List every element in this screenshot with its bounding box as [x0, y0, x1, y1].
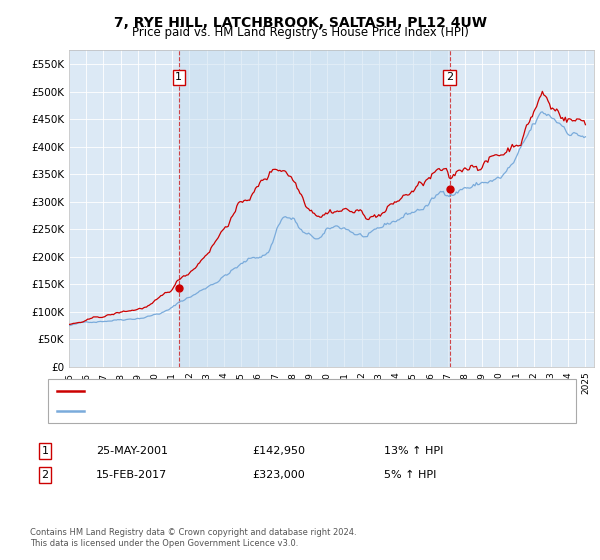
Text: 7, RYE HILL, LATCHBROOK, SALTASH, PL12 4UW (detached house): 7, RYE HILL, LATCHBROOK, SALTASH, PL12 4…: [91, 386, 413, 396]
Text: 1: 1: [41, 446, 49, 456]
Text: 13% ↑ HPI: 13% ↑ HPI: [384, 446, 443, 456]
Text: 5% ↑ HPI: 5% ↑ HPI: [384, 470, 436, 480]
Bar: [179, 50, 450, 367]
Text: 2: 2: [41, 470, 49, 480]
Text: 1: 1: [175, 72, 182, 82]
Text: £142,950: £142,950: [252, 446, 305, 456]
Text: 15-FEB-2017: 15-FEB-2017: [96, 470, 167, 480]
Text: 2: 2: [446, 72, 454, 82]
Text: Price paid vs. HM Land Registry's House Price Index (HPI): Price paid vs. HM Land Registry's House …: [131, 26, 469, 39]
Text: 7, RYE HILL, LATCHBROOK, SALTASH, PL12 4UW: 7, RYE HILL, LATCHBROOK, SALTASH, PL12 4…: [113, 16, 487, 30]
Text: HPI: Average price, detached house, Cornwall: HPI: Average price, detached house, Corn…: [91, 405, 314, 416]
Text: 25-MAY-2001: 25-MAY-2001: [96, 446, 168, 456]
Text: £323,000: £323,000: [252, 470, 305, 480]
Text: Contains HM Land Registry data © Crown copyright and database right 2024.
This d: Contains HM Land Registry data © Crown c…: [30, 528, 356, 548]
